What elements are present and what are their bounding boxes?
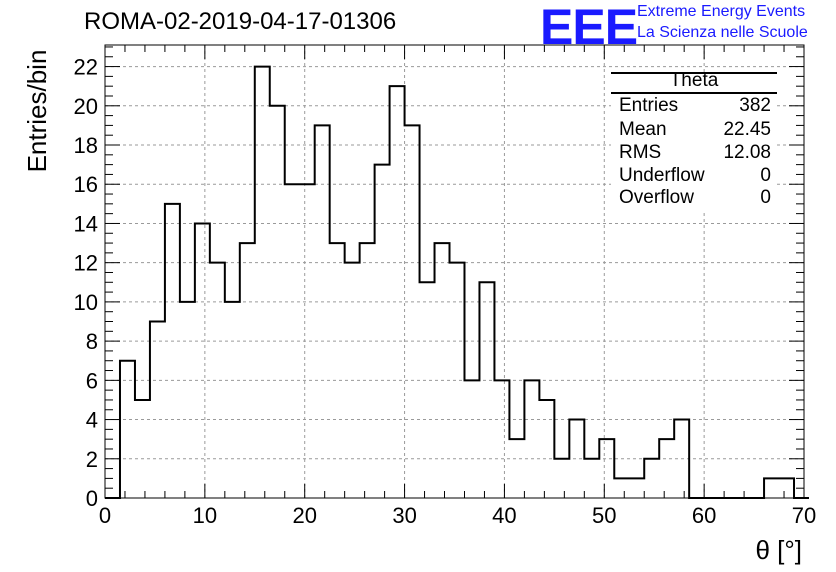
histogram-bin — [764, 478, 779, 498]
x-tick-label: 40 — [492, 503, 516, 528]
x-tick-label: 70 — [792, 503, 816, 528]
y-tick-label: 2 — [86, 447, 98, 472]
histogram-bin — [390, 86, 405, 498]
histogram-bin — [315, 125, 330, 498]
x-tick-label: 10 — [193, 503, 217, 528]
histogram-bin — [255, 67, 270, 498]
histogram-bin — [779, 478, 794, 498]
histogram-steps — [105, 65, 809, 499]
stats-label: Entries — [619, 95, 679, 116]
histogram-bin — [524, 380, 539, 498]
stats-value: 0 — [760, 187, 771, 208]
y-tick-label: 12 — [74, 251, 98, 276]
histogram-bin — [450, 263, 465, 498]
stats-title: Theta — [669, 70, 719, 91]
histogram-bin — [674, 420, 689, 498]
stats-box: Theta Entries 382 Mean 22.45 RMS 12.08 U… — [611, 70, 777, 212]
stats-label: Mean — [619, 119, 667, 140]
histogram-bin — [479, 282, 494, 498]
x-tick-label: 50 — [592, 503, 616, 528]
stats-divider — [611, 92, 777, 94]
histogram-bin — [150, 322, 165, 498]
histogram-bin — [270, 106, 285, 498]
histogram-bin — [195, 223, 210, 498]
histogram-bin — [435, 243, 450, 498]
histogram-bin — [225, 302, 240, 498]
x-tick-label: 0 — [99, 503, 111, 528]
histogram-bin — [285, 184, 300, 498]
histogram-bin — [210, 263, 225, 498]
histogram-bin — [135, 400, 150, 498]
histogram-bin — [539, 400, 554, 498]
histogram-bin — [494, 380, 509, 498]
histogram-bin — [599, 439, 614, 498]
y-tick-label: 6 — [86, 368, 98, 393]
x-tick-label: 20 — [292, 503, 316, 528]
histogram-bin — [165, 204, 180, 498]
brand-line-1: Extreme Energy Events — [637, 3, 806, 20]
stats-label: Underflow — [619, 165, 705, 186]
y-tick-label: 0 — [86, 486, 98, 511]
x-tick-label: 30 — [392, 503, 416, 528]
histogram-bin — [644, 459, 659, 498]
y-tick-label: 22 — [74, 55, 98, 80]
brand-line-2: La Scienza nelle Scuole — [637, 24, 808, 41]
histogram-bin — [554, 459, 569, 498]
plot-frame — [104, 44, 805, 499]
eee-logo: EEE — [540, 0, 638, 55]
y-tick-label: 18 — [74, 133, 98, 158]
y-tick-label: 14 — [74, 211, 98, 236]
y-axis-label: Entries/bin — [22, 49, 52, 173]
stats-label: RMS — [619, 142, 662, 163]
histogram-bin — [345, 263, 360, 498]
histogram-bin — [629, 478, 644, 498]
stats-value: 22.45 — [723, 119, 771, 140]
histogram-bin — [240, 243, 255, 498]
y-tick-label: 16 — [74, 172, 98, 197]
histogram-bin — [180, 302, 195, 498]
stats-value: 0 — [760, 165, 771, 186]
y-tick-label: 4 — [86, 408, 98, 433]
histogram-bin — [584, 459, 599, 498]
histogram-bin — [509, 439, 524, 498]
stats-label: Overflow — [619, 187, 694, 208]
y-tick-label: 10 — [74, 290, 98, 315]
stats-value: 382 — [739, 95, 771, 116]
histogram-bin — [375, 165, 390, 498]
histogram-bin — [420, 282, 435, 498]
histogram-bin — [569, 420, 584, 498]
histogram-bin — [659, 439, 674, 498]
y-tick-label: 20 — [74, 94, 98, 119]
stats-value: 12.08 — [723, 142, 771, 163]
histogram-bin — [405, 125, 420, 498]
histogram-bin — [330, 243, 345, 498]
histogram-bin — [464, 380, 479, 498]
histogram-bin — [360, 243, 375, 498]
histogram-bin — [300, 184, 315, 498]
histogram-title: ROMA-02-2019-04-17-01306 — [84, 8, 397, 35]
x-axis-label: θ [°] — [755, 535, 802, 565]
x-tick-label: 60 — [692, 503, 716, 528]
y-tick-label: 8 — [86, 329, 98, 354]
histogram-bin — [120, 361, 135, 498]
histogram-bin — [614, 478, 629, 498]
